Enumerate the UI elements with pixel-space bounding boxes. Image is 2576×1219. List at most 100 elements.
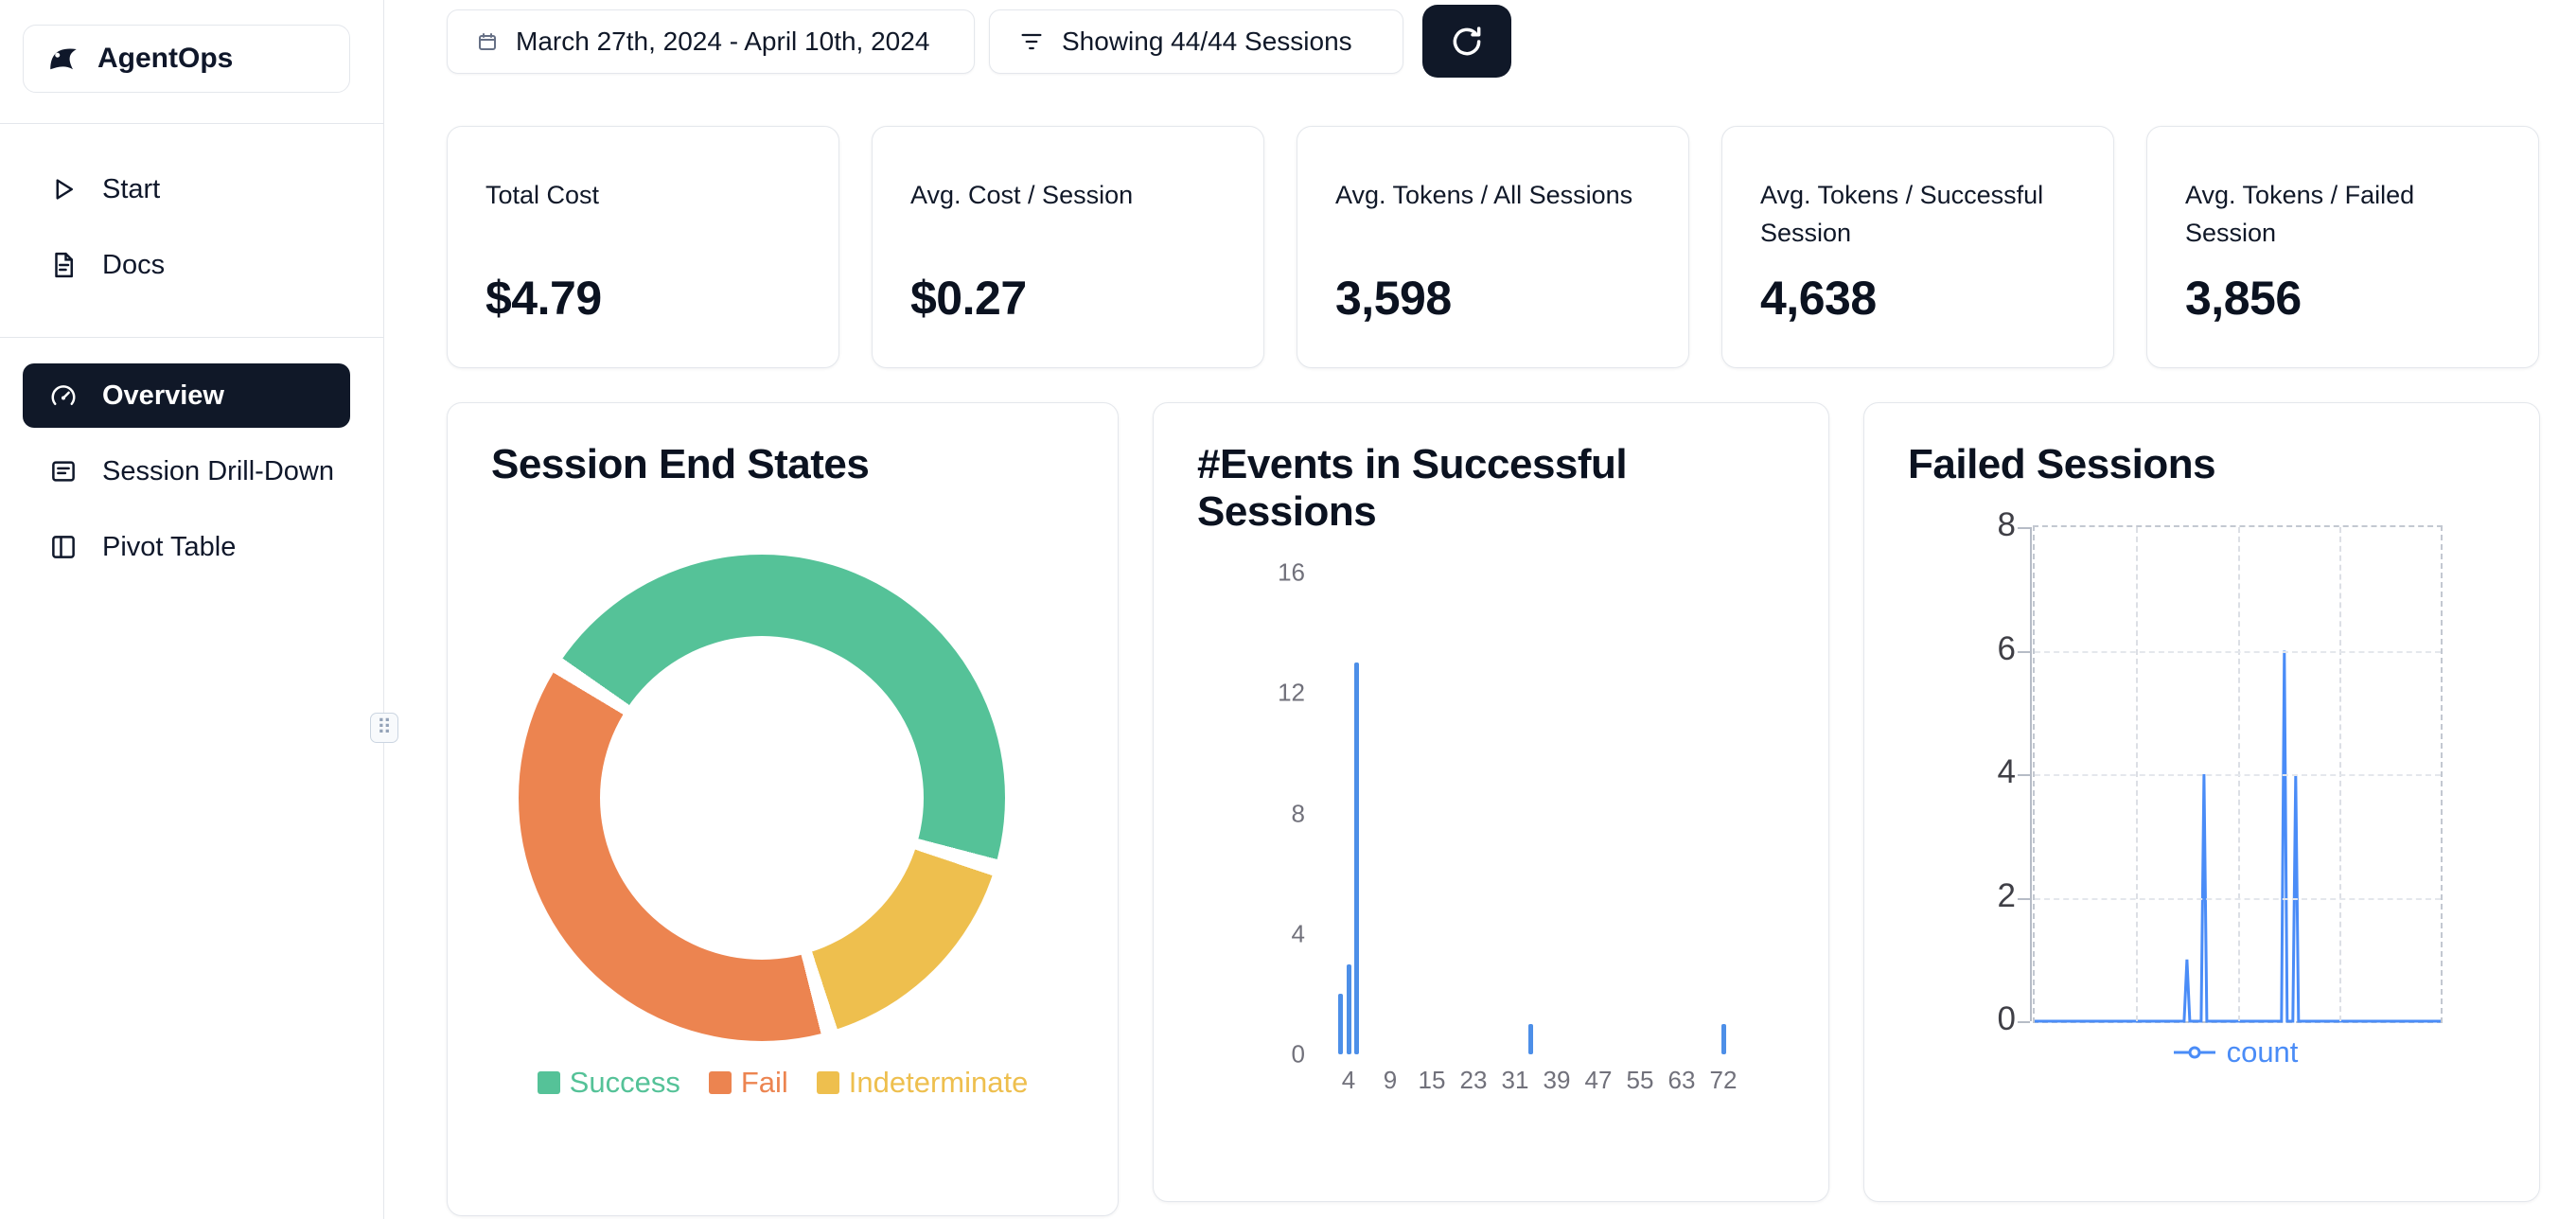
refresh-icon [1453, 26, 1481, 55]
failed-sessions-card: Failed Sessions 0 2 4 6 8 count [1863, 402, 2540, 1202]
legend-swatch-icon [708, 1071, 732, 1094]
legend-item[interactable]: Success [537, 1066, 680, 1100]
sidebar-item-label: Session Drill-Down [102, 455, 334, 486]
legend-label: Indeterminate [848, 1066, 1029, 1099]
agentops-logo-icon [50, 48, 77, 70]
y-tick-mark [2018, 897, 2030, 900]
y-tick-mark [2018, 1021, 2030, 1023]
stat-card-avg-cost-session: Avg. Cost / Session $0.27 [872, 126, 1264, 368]
y-tick-mark [2018, 527, 2030, 529]
chart-title: Failed Sessions [1908, 441, 2216, 487]
gauge-icon [51, 385, 76, 405]
calendar-icon [479, 33, 496, 50]
sidebar-item-docs[interactable]: Docs [23, 235, 350, 295]
y-tick-mark [2018, 650, 2030, 653]
horizontal-gridline [2035, 774, 2441, 776]
play-icon [56, 179, 73, 200]
refresh-button[interactable] [1422, 5, 1511, 78]
stat-value: $0.27 [910, 272, 1027, 325]
y-tick-label: 4 [1997, 753, 2016, 790]
stat-card-avg-tokens-successful: Avg. Tokens / Successful Session 4,638 [1721, 126, 2114, 368]
session-list-icon [52, 461, 75, 482]
app-logo[interactable]: AgentOps [23, 25, 350, 93]
x-tick-label: 39 [1543, 1066, 1571, 1094]
sidebar-resize-handle[interactable]: ⠿ [370, 713, 398, 743]
donut-ring[interactable] [519, 555, 1005, 1041]
stat-label: Avg. Tokens / Successful Session [1760, 181, 2044, 247]
date-range-button[interactable]: March 27th, 2024 - April 10th, 2024 [447, 9, 975, 74]
sidebar-divider [0, 337, 383, 338]
x-tick-label: 15 [1418, 1066, 1446, 1094]
bar-y-axis: 0 4 8 12 16 [1210, 558, 1305, 1069]
stat-card-avg-tokens-all: Avg. Tokens / All Sessions 3,598 [1297, 126, 1689, 368]
y-tick-label: 16 [1278, 557, 1305, 587]
stat-value: 3,856 [2185, 272, 2302, 325]
stat-label: Avg. Tokens / Failed Session [2185, 181, 2415, 247]
events-in-successful-sessions-card: #Events in Successful Sessions 0 4 8 12 16 4… [1153, 402, 1829, 1202]
sidebar-divider [0, 123, 383, 124]
line-plot[interactable] [2018, 525, 2443, 1023]
y-tick-label: 0 [1291, 1039, 1305, 1069]
y-tick-mark [2018, 774, 2030, 776]
x-tick-label: 23 [1459, 1066, 1488, 1094]
sidebar-item-label: Start [102, 173, 161, 204]
stat-value: $4.79 [485, 272, 602, 325]
sessions-filter-label: Showing 44/44 Sessions [1062, 26, 1352, 56]
x-tick-label: 4 [1341, 1066, 1356, 1094]
donut-hole [600, 636, 924, 960]
sidebar-item-label: Pivot Table [102, 531, 237, 562]
y-tick-label: 6 [1997, 629, 2016, 667]
stat-value: 4,638 [1760, 272, 1877, 325]
sidebar-item-pivot-table[interactable]: Pivot Table [23, 517, 350, 577]
y-tick-label: 2 [1997, 876, 2016, 914]
count-legend-label: count [2226, 1035, 2299, 1069]
y-tick-label: 8 [1997, 506, 2016, 543]
x-tick-label: 9 [1383, 1066, 1398, 1094]
stat-label: Total Cost [485, 181, 600, 209]
bar-x-axis: 4 9 15 23 31 39 47 55 63 72 [1314, 1066, 1759, 1104]
bar [1337, 994, 1343, 1054]
pivot-table-icon [52, 536, 75, 558]
x-tick-label: 47 [1584, 1066, 1613, 1094]
bar [1720, 1024, 1726, 1054]
legend-label: Success [569, 1066, 680, 1099]
x-tick-label: 72 [1709, 1066, 1738, 1094]
sidebar-item-start[interactable]: Start [23, 159, 350, 220]
legend-swatch-icon [816, 1071, 839, 1094]
legend-item[interactable]: Indeterminate [816, 1066, 1029, 1100]
y-axis-line [2030, 527, 2032, 1021]
x-tick-label: 63 [1667, 1066, 1696, 1094]
sidebar-item-label: Docs [102, 249, 166, 280]
docs-icon [55, 252, 73, 278]
count-legend-marker-icon [2173, 1046, 2215, 1059]
donut-legend: Success Fail Indeterminate [448, 1066, 1118, 1100]
y-tick-label: 8 [1291, 799, 1305, 827]
x-tick-label: 31 [1501, 1066, 1529, 1094]
stat-card-total-cost: Total Cost $4.79 [447, 126, 839, 368]
sidebar-item-overview[interactable]: Overview [23, 363, 350, 428]
line-y-axis: 0 2 4 6 8 [1921, 506, 2016, 1037]
stat-label: Avg. Tokens / All Sessions [1335, 181, 1633, 209]
chart-title: #Events in Successful Sessions [1197, 441, 1628, 535]
legend-label: Fail [740, 1066, 788, 1099]
x-tick-label: 55 [1626, 1066, 1654, 1094]
date-range-label: March 27th, 2024 - April 10th, 2024 [516, 26, 930, 56]
bar [1346, 963, 1351, 1054]
horizontal-gridline [2035, 650, 2441, 653]
y-tick-label: 4 [1291, 919, 1305, 948]
bar [1528, 1024, 1533, 1054]
bar [1354, 662, 1360, 1054]
line-legend[interactable]: count [2033, 1035, 2439, 1069]
sessions-filter-button[interactable]: Showing 44/44 Sessions [989, 9, 1403, 74]
chart-title: Session End States [491, 441, 870, 487]
stat-card-avg-tokens-failed: Avg. Tokens / Failed Session 3,856 [2146, 126, 2539, 368]
bar-plot[interactable] [1314, 573, 1759, 1054]
legend-item[interactable]: Fail [708, 1066, 788, 1100]
line-svg [2035, 650, 2441, 1023]
app-name: AgentOps [97, 43, 234, 74]
y-tick-label: 0 [1997, 1000, 2016, 1037]
sidebar-item-session-drilldown[interactable]: Session Drill-Down [23, 441, 350, 502]
session-end-states-card: Session End States Success Fail Indetermin… [447, 402, 1119, 1216]
stat-label: Avg. Cost / Session [910, 181, 1134, 209]
y-tick-label: 12 [1278, 678, 1305, 707]
